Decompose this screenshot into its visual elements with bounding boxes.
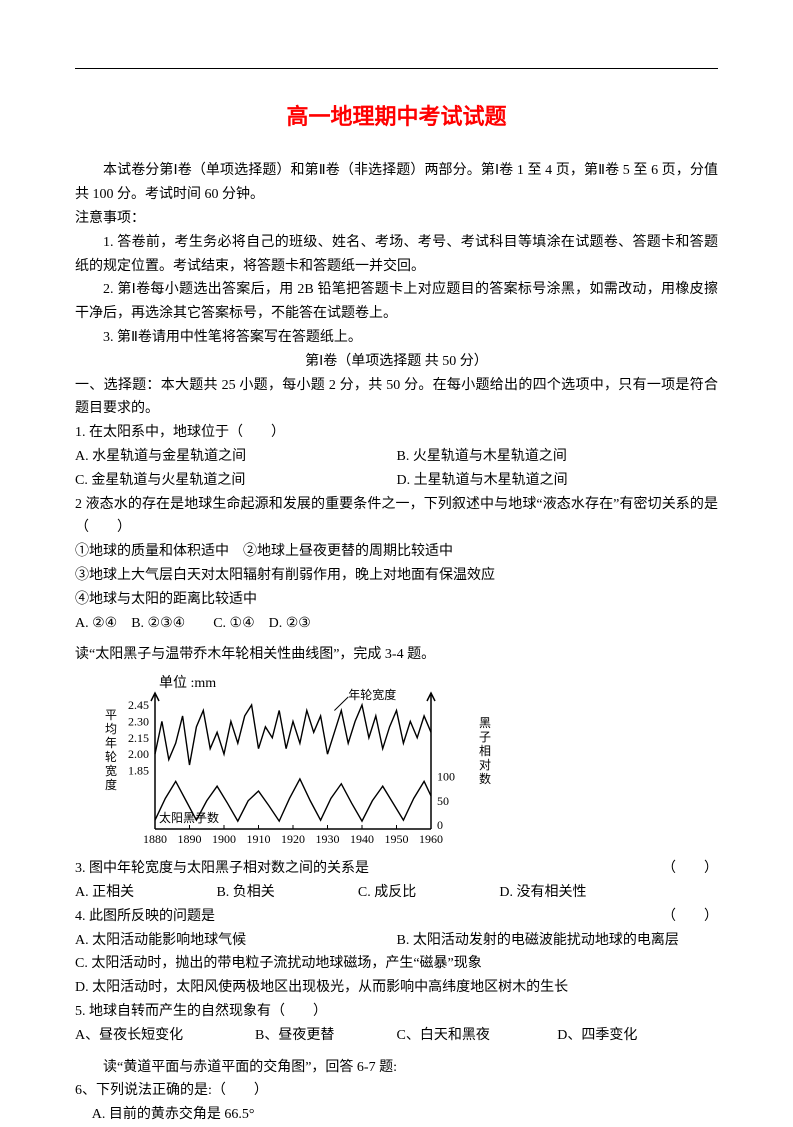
svg-text:轮: 轮 (105, 750, 117, 764)
svg-text:子: 子 (479, 730, 491, 744)
svg-text:2.30: 2.30 (128, 715, 149, 729)
svg-text:1.85: 1.85 (128, 764, 149, 778)
section-1-heading: 第Ⅰ卷（单项选择题 共 50 分） (75, 350, 718, 374)
svg-text:1920: 1920 (281, 832, 305, 846)
q4-option-b: B. 太阳活动发射的电磁波能扰动地球的电离层 (397, 929, 719, 953)
section-instructions: 一、选择题：本大题共 25 小题，每小题 2 分，共 50 分。在每小题给出的四… (75, 374, 718, 422)
q4-option-d: D. 太阳活动时，太阳风使两极地区出现极光，从而影响中高纬度地区树木的生长 (75, 976, 718, 1000)
q2-stem: 2 液态水的存在是地球生命起源和发展的重要条件之一，下列叙述中与地球“液态水存在… (75, 493, 718, 541)
q5-option-c: C、白天和黑夜 (396, 1024, 557, 1048)
q4-bracket: （ ） (662, 905, 718, 929)
q6-option-a: A. 目前的黄赤交角是 66.5° (75, 1103, 718, 1127)
svg-text:0: 0 (437, 818, 443, 832)
q3-row: 3. 图中年轮宽度与太阳黑子相对数之间的关系是 （ ） (75, 857, 718, 881)
q4-row: 4. 此图所反映的问题是 （ ） (75, 905, 718, 929)
svg-text:1930: 1930 (316, 832, 340, 846)
svg-text:50: 50 (437, 794, 449, 808)
svg-text:1910: 1910 (247, 832, 271, 846)
svg-text:单位 :mm: 单位 :mm (159, 675, 216, 691)
svg-text:2.45: 2.45 (128, 698, 149, 712)
svg-text:1940: 1940 (350, 832, 374, 846)
svg-text:相: 相 (479, 744, 491, 758)
q3-bracket: （ ） (662, 857, 718, 881)
svg-text:2.15: 2.15 (128, 731, 149, 745)
q1-option-b: B. 火星轨道与木星轨道之间 (397, 445, 719, 469)
q1-option-d: D. 土星轨道与木星轨道之间 (397, 469, 719, 493)
svg-text:年轮宽度: 年轮宽度 (348, 687, 396, 702)
notice-1: 1. 答卷前，考生务必将自己的班级、姓名、考场、考号、考试科目等填涂在试题卷、答… (75, 231, 718, 279)
svg-text:2.00: 2.00 (128, 747, 149, 761)
q1-stem: 1. 在太阳系中，地球位于（ ） (75, 421, 718, 445)
notice-2: 2. 第Ⅰ卷每小题选出答案后，用 2B 铅笔把答题卡上对应题目的答案标号涂黑，如… (75, 278, 718, 326)
q1-row2: C. 金星轨道与火星轨道之间 D. 土星轨道与木星轨道之间 (75, 469, 718, 493)
svg-text:度: 度 (105, 777, 117, 792)
svg-text:数: 数 (479, 771, 491, 786)
q2-cond-2: ③地球上大气层白天对太阳辐射有削弱作用，晚上对地面有保温效应 (75, 564, 718, 588)
q5-option-b: B、昼夜更替 (255, 1024, 396, 1048)
q5-options: A、昼夜长短变化 B、昼夜更替 C、白天和黑夜 D、四季变化 (75, 1024, 718, 1048)
q5-option-a: A、昼夜长短变化 (75, 1024, 255, 1048)
q2-cond-1: ①地球的质量和体积适中 ②地球上昼夜更替的周期比较适中 (75, 540, 718, 564)
sunspot-treering-chart: 单位 :mm2.452.302.152.001.85平均年轮宽度100500黑子… (93, 673, 718, 853)
q5-option-d: D、四季变化 (557, 1024, 718, 1048)
svg-text:均: 均 (105, 722, 117, 736)
q3-option-c: C. 成反比 (358, 881, 499, 905)
q4-option-a: A. 太阳活动能影响地球气候 (75, 929, 397, 953)
svg-text:1900: 1900 (212, 832, 236, 846)
chart-svg: 单位 :mm2.452.302.152.001.85平均年轮宽度100500黑子… (93, 673, 493, 853)
notice-3: 3. 第Ⅱ卷请用中性笔将答案写在答题纸上。 (75, 326, 718, 350)
q1-row1: A. 水星轨道与金星轨道之间 B. 火星轨道与木星轨道之间 (75, 445, 718, 469)
reading-a: 读“太阳黑子与温带乔木年轮相关性曲线图”，完成 3-4 题。 (75, 643, 718, 667)
q3-stem: 3. 图中年轮宽度与太阳黑子相对数之间的关系是 (75, 857, 369, 881)
svg-text:1880: 1880 (143, 832, 167, 846)
q4-option-c: C. 太阳活动时，抛出的带电粒子流扰动地球磁场，产生“磁暴”现象 (75, 952, 718, 976)
q3-option-d: D. 没有相关性 (499, 881, 718, 905)
q3-options: A. 正相关 B. 负相关 C. 成反比 D. 没有相关性 (75, 881, 718, 905)
q1-option-a: A. 水星轨道与金星轨道之间 (75, 445, 397, 469)
page-title: 高一地理期中考试试题 (75, 98, 718, 135)
q2-cond-3: ④地球与太阳的距离比较适中 (75, 588, 718, 612)
svg-text:黑: 黑 (479, 716, 491, 730)
svg-text:1960: 1960 (419, 832, 443, 846)
intro-paragraph: 本试卷分第Ⅰ卷（单项选择题）和第Ⅱ卷（非选择题）两部分。第Ⅰ卷 1 至 4 页，… (75, 159, 718, 207)
svg-text:100: 100 (437, 770, 455, 784)
q2-options: A. ②④ B. ②③④ C. ①④ D. ②③ (75, 612, 718, 636)
svg-text:1890: 1890 (178, 832, 202, 846)
svg-text:宽: 宽 (105, 763, 117, 778)
q4-row-ab: A. 太阳活动能影响地球气候 B. 太阳活动发射的电磁波能扰动地球的电离层 (75, 929, 718, 953)
q4-stem: 4. 此图所反映的问题是 (75, 905, 215, 929)
q3-option-a: A. 正相关 (75, 881, 216, 905)
svg-text:平: 平 (105, 708, 117, 722)
svg-text:对: 对 (479, 758, 491, 772)
top-rule (75, 68, 718, 69)
svg-text:太阳黑子数: 太阳黑子数 (159, 810, 219, 825)
q6-stem: 6、下列说法正确的是:（ ） (75, 1079, 718, 1103)
svg-text:年: 年 (105, 736, 117, 750)
notice-label: 注意事项： (75, 207, 718, 231)
q3-option-b: B. 负相关 (216, 881, 357, 905)
svg-text:1950: 1950 (385, 832, 409, 846)
reading-b: 读“黄道平面与赤道平面的交角图”，回答 6-7 题: (75, 1056, 718, 1080)
q5-stem: 5. 地球自转而产生的自然现象有（ ） (75, 1000, 718, 1024)
q1-option-c: C. 金星轨道与火星轨道之间 (75, 469, 397, 493)
